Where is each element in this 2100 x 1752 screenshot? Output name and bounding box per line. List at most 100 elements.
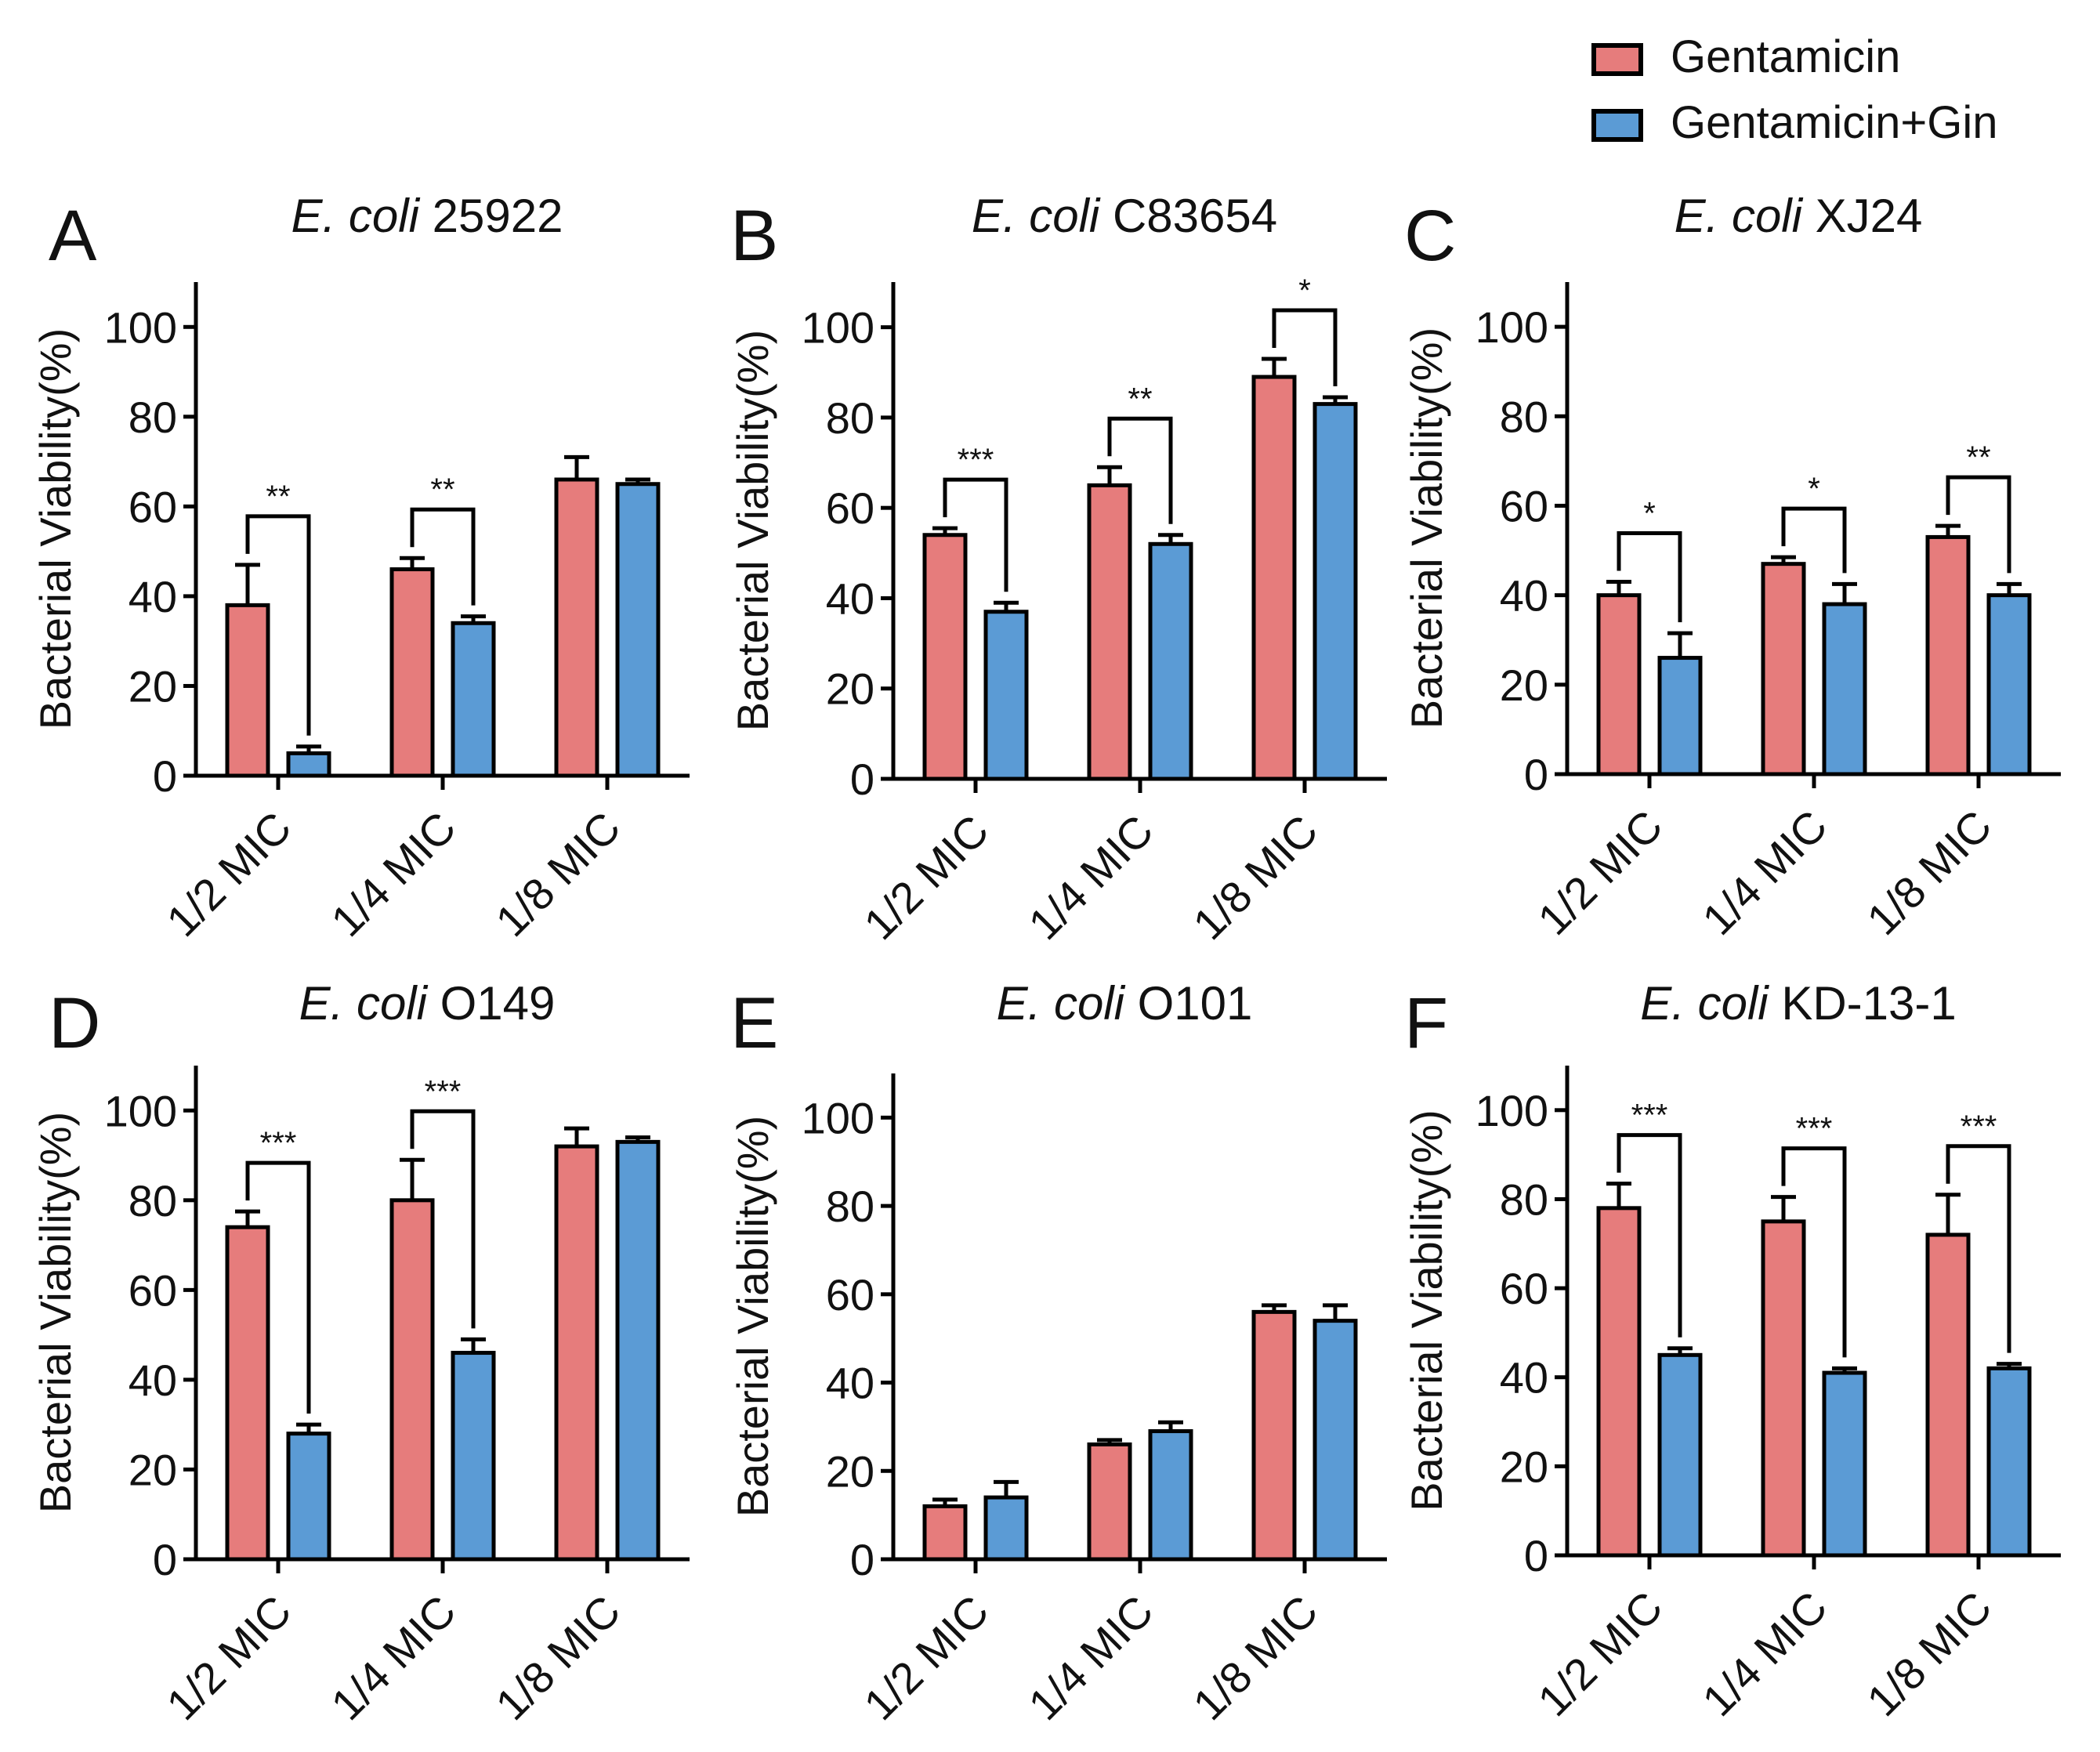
bar-gentamicin-gin — [286, 1432, 331, 1562]
significance-label: ** — [1128, 382, 1152, 416]
bar-gentamicin-gin — [1986, 593, 2032, 776]
bar-gentamicin-gin — [615, 482, 661, 778]
y-tick-label: 20 — [1500, 661, 1548, 710]
bar-gentamicin-gin — [1822, 602, 1867, 776]
panel-title: E. coli C83654 — [972, 190, 1277, 242]
x-tick-label: 1/8 MIC — [1183, 1586, 1327, 1729]
bar-gentamicin-gin — [1148, 1429, 1193, 1562]
x-tick-label: 1/2 MIC — [157, 1586, 300, 1729]
bar-gentamicin — [554, 1144, 599, 1562]
y-axis-label: Bacterial Viability(%) — [1402, 328, 1451, 729]
y-tick-label: 20 — [826, 1446, 874, 1496]
bar-gentamicin-gin — [1312, 1319, 1358, 1562]
significance-label: * — [1643, 497, 1656, 531]
significance-bracket — [1781, 1146, 1847, 1358]
panel-title-species: E. coli — [299, 977, 440, 1030]
significance-label: ** — [266, 480, 290, 514]
y-tick-label: 100 — [802, 303, 874, 353]
bar-gentamicin-gin — [286, 751, 331, 778]
y-tick-label: 100 — [1475, 302, 1548, 352]
significance-label: *** — [425, 1074, 462, 1109]
bar-gentamicin — [225, 1225, 270, 1562]
bar-gentamicin-gin — [451, 1351, 496, 1562]
bar-gentamicin — [1596, 1206, 1642, 1558]
y-tick-label: 60 — [826, 1270, 874, 1319]
bar-gentamicin-gin — [1312, 402, 1358, 781]
bar-gentamicin-gin — [615, 1139, 661, 1562]
significance-bracket — [1946, 1144, 2011, 1353]
y-tick-label: 40 — [1500, 1353, 1548, 1403]
x-tick-label: 1/8 MIC — [1183, 805, 1327, 949]
bar-gentamicin — [1925, 534, 1971, 776]
y-tick-label: 20 — [129, 661, 177, 711]
y-tick-label: 0 — [1524, 1531, 1548, 1580]
bar-gentamicin — [1251, 1309, 1297, 1562]
panel-title-species: E. coli — [291, 190, 433, 242]
panel-f: F E. coli KD-13-1 Bacterial Viability(%) 0 2… — [1402, 977, 2061, 1725]
y-tick-label: 40 — [826, 574, 874, 623]
panel-title-species: E. coli — [972, 190, 1113, 242]
significance-label: *** — [1631, 1099, 1668, 1133]
panel-letter: B — [730, 196, 778, 276]
panel-c: C E. coli XJ24 Bacterial Viability(%) 0 20 40… — [1402, 190, 2061, 944]
legend-swatch-gentamicin — [1591, 43, 1643, 76]
panel-title-strain: 25922 — [433, 190, 563, 242]
y-tick-label: 80 — [129, 1176, 177, 1225]
bar-gentamicin — [389, 1198, 435, 1562]
significance-label: *** — [260, 1126, 297, 1160]
bar-gentamicin — [1761, 1219, 1806, 1558]
bar-gentamicin — [1596, 593, 1642, 776]
bar-gentamicin — [389, 567, 435, 778]
legend-entry-gentamicin-gin: Gentamicin+Gin — [1591, 97, 1997, 148]
significance-bracket — [245, 1160, 311, 1414]
panel-title-strain: O149 — [440, 977, 556, 1030]
bar-gentamicin-gin — [1986, 1366, 2032, 1558]
significance-bracket — [1272, 308, 1338, 386]
y-tick-label: 0 — [153, 751, 177, 801]
y-tick-label: 40 — [1500, 571, 1548, 621]
bar-gentamicin-gin — [983, 1495, 1029, 1562]
significance-bracket — [410, 507, 476, 606]
significance-bracket — [943, 477, 1008, 592]
significance-bracket — [1781, 506, 1847, 574]
panel-title-strain: XJ24 — [1816, 190, 1923, 242]
y-tick-label: 80 — [1500, 392, 1548, 441]
significance-bracket — [1946, 475, 2011, 574]
x-tick-label: 1/8 MIC — [1857, 1582, 2000, 1725]
bar-gentamicin — [1087, 483, 1132, 781]
legend-label-gentamicin-gin: Gentamicin+Gin — [1671, 97, 1997, 148]
significance-label: *** — [1796, 1112, 1833, 1146]
x-tick-label: 1/4 MIC — [1019, 805, 1162, 949]
panel-letter: F — [1404, 983, 1448, 1063]
x-tick-label: 1/8 MIC — [486, 1586, 629, 1729]
y-tick-label: 100 — [802, 1093, 874, 1142]
y-tick-label: 80 — [826, 1182, 874, 1231]
bar-gentamicin-gin — [1822, 1370, 1867, 1558]
y-tick-label: 60 — [1500, 1264, 1548, 1313]
legend-entry-gentamicin: Gentamicin — [1591, 31, 1900, 82]
panel-title: E. coli O101 — [997, 977, 1253, 1030]
x-tick-label: 1/4 MIC — [321, 802, 465, 946]
x-tick-label: 1/2 MIC — [1528, 1582, 1671, 1725]
y-tick-label: 80 — [1500, 1175, 1548, 1224]
panel-b: B E. coli C83654 Bacterial Viability(%) 0 20… — [728, 190, 1387, 949]
panel-letter: A — [49, 196, 97, 276]
significance-label: * — [1808, 472, 1820, 506]
y-tick-label: 80 — [826, 393, 874, 443]
y-tick-label: 0 — [850, 755, 874, 804]
panel-title: E. coli KD-13-1 — [1640, 977, 1956, 1030]
significance-label: ** — [430, 472, 454, 507]
y-axis-label: Bacterial Viability(%) — [1402, 1109, 1451, 1511]
panel-letter: E — [730, 983, 778, 1063]
bar-gentamicin-gin — [1657, 1352, 1703, 1558]
bar-gentamicin — [1761, 562, 1806, 776]
legend: Gentamicin Gentamicin+Gin — [1591, 31, 1997, 148]
y-tick-label: 60 — [129, 482, 177, 531]
significance-label: * — [1298, 273, 1311, 308]
x-tick-label: 1/4 MIC — [1693, 801, 1836, 944]
y-tick-label: 80 — [129, 393, 177, 442]
bar-gentamicin-gin — [1657, 656, 1703, 776]
panel-title-species: E. coli — [1675, 190, 1816, 242]
bar-gentamicin — [922, 1504, 968, 1562]
significance-bracket — [1617, 1133, 1682, 1338]
